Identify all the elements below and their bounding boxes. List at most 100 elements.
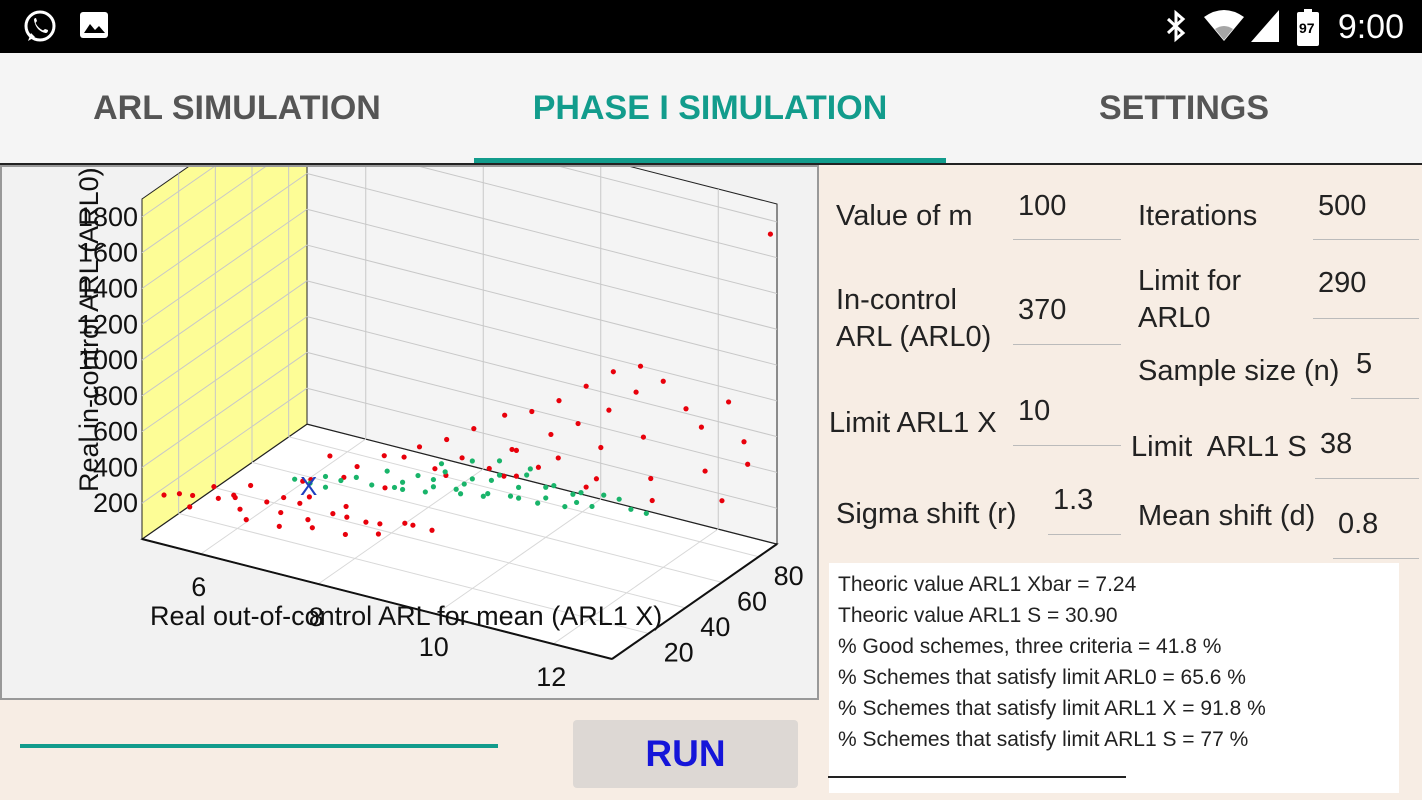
- data-point-green: [457, 491, 464, 497]
- data-point-green: [601, 492, 607, 498]
- data-point-red: [306, 494, 312, 500]
- limit-arl0-label: Limit for ARL0: [1138, 265, 1242, 334]
- y-tick-label: 1800: [78, 202, 138, 232]
- data-point-red: [278, 509, 284, 516]
- chart-gridline: [215, 487, 686, 609]
- arl0-label: In-control ARL (ARL0): [836, 284, 992, 353]
- data-point-red: [237, 506, 243, 512]
- chart-gridline: [306, 208, 778, 330]
- result-line: Theoric value ARL1 Xbar = 7.24: [838, 573, 1137, 596]
- data-point-green: [573, 499, 580, 506]
- battery-level: 97: [1299, 20, 1315, 36]
- m-field[interactable]: 100: [1018, 190, 1067, 222]
- scatter-chart[interactable]: 6 8 10 12 200 400 600 800 1000 1200 1400 1600 1800 20…: [0, 165, 819, 700]
- data-point-red: [232, 494, 238, 501]
- data-point-red: [741, 439, 747, 445]
- data-point-green: [399, 479, 406, 485]
- limit-arl0-field[interactable]: 290: [1318, 267, 1367, 299]
- data-point-red: [354, 463, 360, 470]
- z-tick-label: 40: [700, 612, 730, 642]
- data-point-green: [543, 484, 549, 490]
- data-point-red: [276, 523, 282, 529]
- x-tick-label: 12: [536, 662, 566, 692]
- limit-arl1-x-label: Limit ARL1 X: [829, 407, 997, 439]
- data-point-red: [593, 476, 600, 482]
- limit-arl1-x-field[interactable]: 10: [1018, 395, 1051, 427]
- arl0-field[interactable]: 370: [1018, 294, 1067, 326]
- data-point-red: [610, 369, 616, 375]
- chart-gridline: [141, 280, 308, 397]
- iterations-field[interactable]: 500: [1318, 190, 1367, 222]
- data-point-red: [702, 468, 708, 474]
- data-point-red: [264, 499, 270, 505]
- sigma-shift-field[interactable]: 1.3: [1053, 484, 1094, 516]
- status-bar: 97 9:00: [0, 0, 1422, 53]
- sample-size-field[interactable]: 5: [1356, 348, 1373, 380]
- tab-phase-i-simulation[interactable]: PHASE I SIMULATION: [532, 89, 888, 127]
- data-point-green: [384, 468, 390, 474]
- y-tick-label: 1400: [78, 273, 138, 303]
- sigma-shift-label: Sigma shift (r): [836, 498, 1017, 530]
- data-point-red: [344, 514, 350, 520]
- data-point-red: [381, 453, 387, 459]
- tab-settings[interactable]: SETTINGS: [1098, 89, 1270, 127]
- result-line: % Schemes that satisfy limit ARL1 S = 77…: [838, 728, 1249, 751]
- data-point-red: [606, 407, 612, 413]
- data-point-red: [745, 461, 751, 467]
- chart-gridline: [306, 280, 778, 402]
- data-point-red: [432, 466, 438, 472]
- data-point-red: [725, 399, 732, 405]
- tab-arl-simulation[interactable]: ARL SIMULATION: [93, 89, 381, 127]
- data-point-red: [330, 511, 336, 517]
- data-point-red: [513, 473, 519, 479]
- data-point-red: [683, 406, 689, 412]
- result-line: Theoric value ARL1 S = 30.90: [838, 604, 1118, 627]
- run-button[interactable]: RUN: [573, 720, 798, 788]
- data-point-green: [322, 484, 329, 490]
- y-tick-label: 800: [93, 381, 138, 411]
- limit-arl1-s-label: Limit ARL1 S: [1131, 431, 1307, 463]
- data-point-red: [501, 473, 507, 479]
- data-point-red: [698, 424, 705, 430]
- data-point-red: [459, 455, 465, 461]
- mean-shift-field-underline: [1333, 558, 1419, 559]
- signal-icon: [1251, 10, 1279, 42]
- data-point-red: [548, 431, 554, 438]
- chart-gridline: [435, 498, 602, 615]
- data-point-red: [363, 519, 369, 525]
- data-point-green: [430, 476, 437, 483]
- data-point-red: [297, 500, 303, 506]
- data-point-green: [527, 466, 533, 472]
- y-tick-label: 1000: [78, 345, 138, 375]
- sigma-shift-field-underline: [1048, 534, 1121, 535]
- data-point-green: [442, 469, 448, 475]
- data-point-red: [416, 444, 423, 450]
- z-tick-label: 20: [664, 637, 694, 667]
- data-point-green: [480, 493, 486, 499]
- data-point-red: [248, 482, 254, 489]
- chart-svg: 6 8 10 12 200 400 600 800 1000 1200 1400 1600 1800 20…: [74, 167, 804, 692]
- limit-arl1-s-field[interactable]: 38: [1320, 428, 1353, 460]
- mean-shift-field[interactable]: 0.8: [1338, 508, 1379, 540]
- data-point-red: [215, 495, 221, 501]
- wifi-icon: [1204, 10, 1244, 41]
- data-point-red: [309, 525, 315, 531]
- result-line: % Schemes that satisfy limit ARL0 = 65.6…: [838, 666, 1246, 689]
- chart-gridline: [306, 172, 778, 294]
- data-point-green: [524, 472, 530, 478]
- data-point-green: [535, 500, 541, 506]
- data-point-red: [719, 498, 725, 504]
- data-point-red: [377, 521, 383, 527]
- data-point-red: [767, 231, 774, 237]
- data-point-green: [438, 461, 445, 467]
- data-point-red: [513, 447, 520, 454]
- sample-size-label: Sample size (n): [1138, 355, 1340, 387]
- clock: 9:00: [1337, 8, 1404, 46]
- data-point-red: [471, 426, 477, 432]
- limit-arl0-field-underline: [1313, 318, 1419, 319]
- data-point-green: [353, 474, 359, 480]
- sample-size-field-underline: [1351, 398, 1419, 399]
- data-point-green: [415, 472, 421, 479]
- data-point-red: [535, 464, 542, 470]
- results-divider: [828, 776, 1126, 778]
